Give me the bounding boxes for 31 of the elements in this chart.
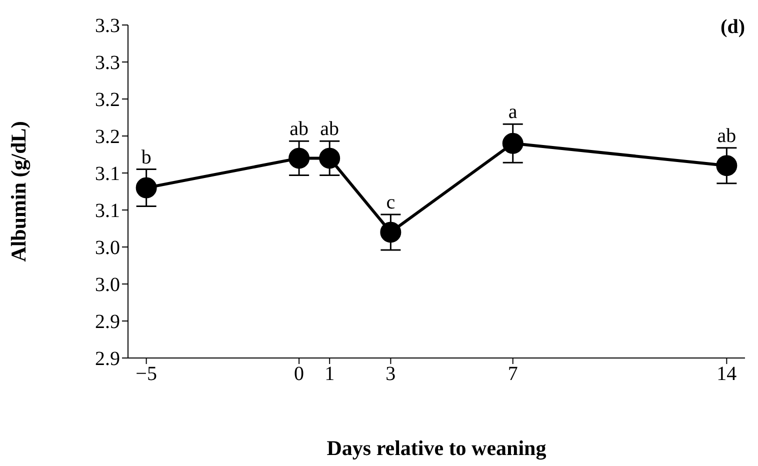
y-tick-label: 3.0 bbox=[95, 274, 120, 296]
x-tick-label: 7 bbox=[508, 363, 518, 386]
y-tick-label: 3.1 bbox=[95, 200, 120, 222]
y-tick-label: 3.2 bbox=[95, 89, 120, 112]
y-tick-label: 2.9 bbox=[95, 311, 120, 334]
x-tick-label: 0 bbox=[294, 363, 304, 386]
annotation: a bbox=[508, 101, 518, 124]
y-tick-label: 3.3 bbox=[95, 15, 120, 38]
x-tick-label: 1 bbox=[324, 363, 335, 386]
x-tick-label: 14 bbox=[716, 363, 737, 386]
annotation: c bbox=[386, 191, 396, 214]
point bbox=[380, 222, 402, 243]
point bbox=[288, 148, 310, 169]
point bbox=[319, 148, 340, 169]
annotation: ab bbox=[717, 124, 736, 147]
y-tick-label: 3.1 bbox=[95, 163, 120, 186]
point bbox=[716, 155, 738, 176]
x-tick-label: −5 bbox=[136, 363, 157, 386]
point bbox=[502, 132, 524, 154]
annotation: b bbox=[141, 146, 152, 168]
x-axis-title: Days relative to weaning bbox=[326, 436, 547, 460]
annotation: ab bbox=[320, 118, 340, 140]
y-tick-label: 3.0 bbox=[95, 237, 120, 260]
point bbox=[136, 177, 157, 198]
y-tick-label: 3.2 bbox=[95, 126, 120, 148]
y-tick-label: 2.9 bbox=[95, 348, 120, 370]
annotation: ab bbox=[290, 118, 308, 140]
y-axis-title: Albumin (g/dL) bbox=[6, 121, 30, 262]
x-tick-label: 3 bbox=[386, 363, 396, 386]
annotation: (d) bbox=[720, 16, 745, 38]
y-tick-label: 3.3 bbox=[95, 52, 120, 74]
